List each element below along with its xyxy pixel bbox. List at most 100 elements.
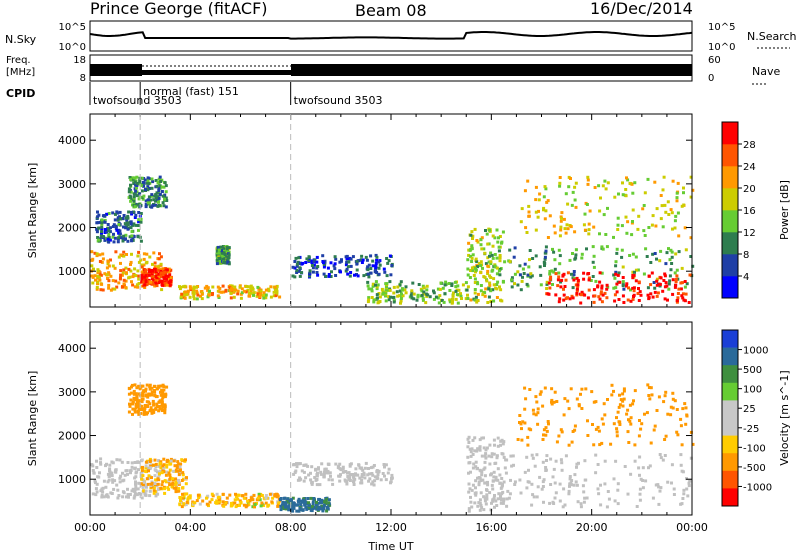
- power-cell: [180, 292, 184, 296]
- power-cell: [362, 274, 366, 278]
- velocity-cell: [679, 453, 683, 457]
- velocity-cell: [652, 428, 656, 432]
- power-cell: [654, 224, 658, 228]
- velocity-cell: [641, 466, 645, 470]
- power-cell: [669, 248, 673, 252]
- power-cell: [469, 298, 473, 302]
- velocity-cell: [479, 503, 483, 507]
- power-cell: [154, 179, 158, 182]
- velocity-cell: [140, 404, 144, 408]
- power-cell: [549, 275, 553, 279]
- velocity-cell: [381, 472, 385, 475]
- velocity-cell: [468, 487, 472, 491]
- power-cell: [297, 256, 301, 260]
- velocity-cell: [633, 389, 637, 393]
- velocity-cell: [679, 463, 683, 467]
- power-cell: [670, 255, 674, 259]
- velocity-cell: [177, 473, 181, 477]
- power-cell: [222, 290, 226, 294]
- velocity-cell: [145, 400, 149, 404]
- power-cell: [125, 218, 129, 222]
- power-cell: [629, 288, 632, 292]
- power-cell: [301, 261, 305, 265]
- power-cell: [636, 292, 640, 295]
- velocity-cell: [134, 482, 137, 486]
- power-cell: [117, 231, 121, 235]
- power-cell: [580, 293, 583, 297]
- velocity-cell: [638, 473, 641, 477]
- velocity-cell: [496, 436, 500, 440]
- velocity-cell: [171, 469, 175, 473]
- velocity-cell: [626, 492, 630, 496]
- power-cell: [296, 260, 300, 264]
- velocity-cell: [135, 493, 139, 497]
- power-cell: [664, 210, 668, 214]
- power-cell: [179, 295, 183, 299]
- velocity-cell: [377, 469, 381, 473]
- power-cell: [136, 224, 140, 227]
- power-cell: [256, 285, 260, 289]
- velocity-cell: [174, 468, 178, 472]
- power-cell: [489, 251, 493, 255]
- velocity-cell: [141, 384, 145, 388]
- power-cell: [147, 272, 151, 276]
- power-cell: [293, 266, 297, 270]
- power-cell: [139, 184, 143, 188]
- power-cell: [377, 300, 381, 304]
- velocity-cell: [536, 411, 540, 415]
- power-cell: [612, 286, 616, 290]
- velocity-cell: [152, 489, 156, 493]
- velocity-cell: [306, 497, 310, 500]
- power-cell: [666, 200, 670, 204]
- velocity-cell: [113, 479, 117, 483]
- power-cell: [491, 234, 495, 238]
- power-cell: [526, 179, 530, 183]
- velocity-cell: [580, 407, 584, 410]
- colorbar-tick-label: 25: [743, 404, 756, 415]
- velocity-cell: [679, 502, 683, 506]
- power-cell: [103, 220, 107, 224]
- velocity-cell: [125, 469, 129, 473]
- velocity-cell: [484, 481, 488, 485]
- power-cell: [143, 178, 147, 182]
- power-cell: [141, 180, 145, 184]
- velocity-cell: [685, 477, 688, 481]
- power-cell: [649, 292, 653, 296]
- velocity-cell: [648, 464, 652, 468]
- power-cell: [376, 283, 380, 287]
- power-cell: [537, 209, 540, 213]
- velocity-cell: [148, 457, 152, 461]
- velocity-cell: [180, 479, 184, 482]
- power-cell: [626, 298, 630, 302]
- power-cell: [526, 284, 530, 288]
- velocity-cell: [615, 416, 618, 420]
- power-cell: [101, 288, 105, 292]
- power-cell: [321, 254, 325, 258]
- velocity-cell: [633, 459, 637, 463]
- velocity-cell: [530, 453, 534, 457]
- power-cell: [344, 269, 348, 273]
- velocity-cell: [279, 508, 283, 512]
- power-cell: [488, 281, 492, 285]
- power-cell: [614, 286, 618, 290]
- velocity-cell: [575, 483, 579, 487]
- velocity-cell: [326, 506, 329, 509]
- power-cell: [355, 268, 359, 272]
- velocity-cell: [672, 487, 676, 491]
- power-cell: [100, 225, 104, 229]
- velocity-cell: [257, 492, 261, 496]
- velocity-cell: [131, 402, 134, 406]
- velocity-cell: [177, 481, 181, 485]
- velocity-cell: [134, 392, 138, 396]
- velocity-cell: [116, 496, 120, 500]
- power-cell: [132, 199, 136, 203]
- power-cell: [366, 272, 370, 276]
- velocity-cell: [184, 503, 188, 507]
- power-cell: [158, 192, 162, 196]
- freq-panel: Freq. [MHz] 18 8 60 0 Nave: [6, 54, 780, 85]
- velocity-cell: [182, 494, 186, 498]
- velocity-cell: [299, 502, 303, 506]
- power-cell: [604, 187, 608, 191]
- power-cell: [369, 254, 373, 258]
- power-cell: [109, 226, 112, 230]
